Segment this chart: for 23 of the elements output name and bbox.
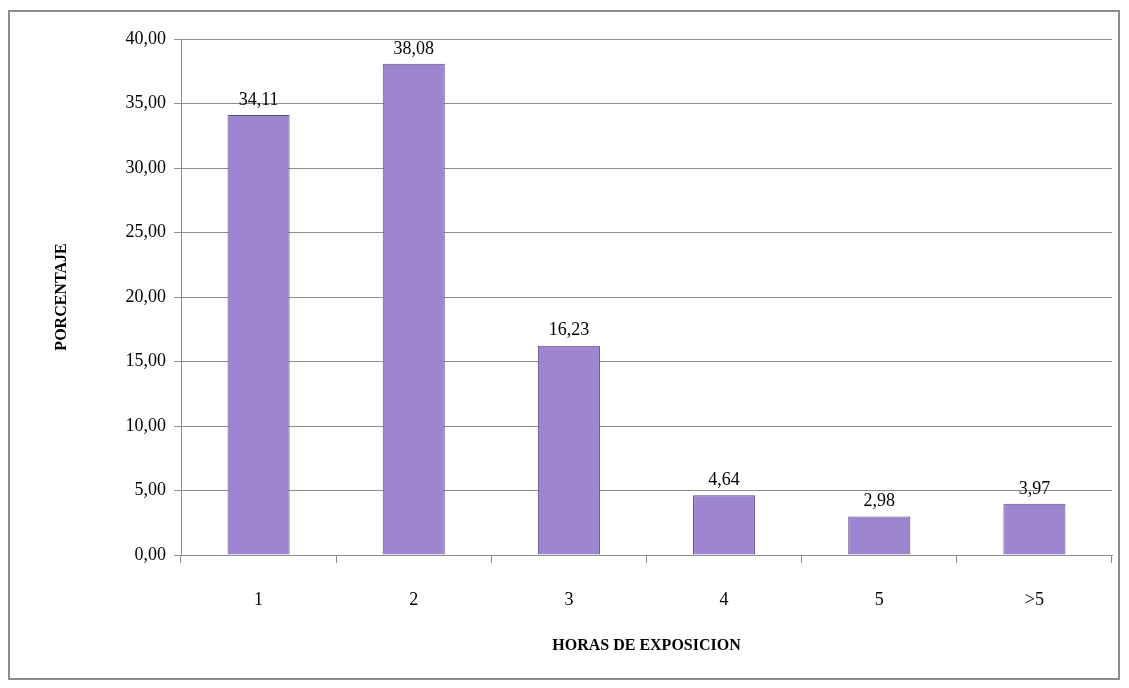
data-label: 4,64 — [708, 468, 740, 489]
data-label: 38,08 — [393, 37, 434, 58]
data-label: 34,11 — [238, 88, 279, 109]
data-label: 3,97 — [1018, 477, 1051, 498]
data-label: 16,23 — [548, 319, 590, 340]
y-tick-label: 0,00 — [134, 543, 166, 564]
y-tick-label: 15,00 — [125, 350, 166, 371]
data-label: 2,98 — [863, 490, 895, 511]
y-tick-label: 10,00 — [125, 414, 166, 435]
x-tick-label: 1 — [254, 588, 264, 609]
x-tick-label: 2 — [409, 588, 419, 609]
y-tick-label: 35,00 — [125, 92, 166, 113]
y-tick-label: 30,00 — [125, 156, 166, 177]
x-tick-label: 4 — [719, 588, 729, 609]
y-tick-label: 40,00 — [125, 27, 166, 48]
y-tick-label: 5,00 — [134, 479, 166, 500]
x-tick-label: >5 — [1024, 588, 1044, 609]
x-tick-label: 5 — [874, 588, 884, 609]
y-tick-label: 20,00 — [125, 285, 166, 306]
x-axis-title: HORAS DE EXPOSICION — [552, 635, 742, 653]
y-axis-title: PORCENTAJE — [51, 243, 69, 351]
y-tick-label: 25,00 — [125, 221, 166, 242]
x-tick-label: 3 — [564, 588, 574, 609]
